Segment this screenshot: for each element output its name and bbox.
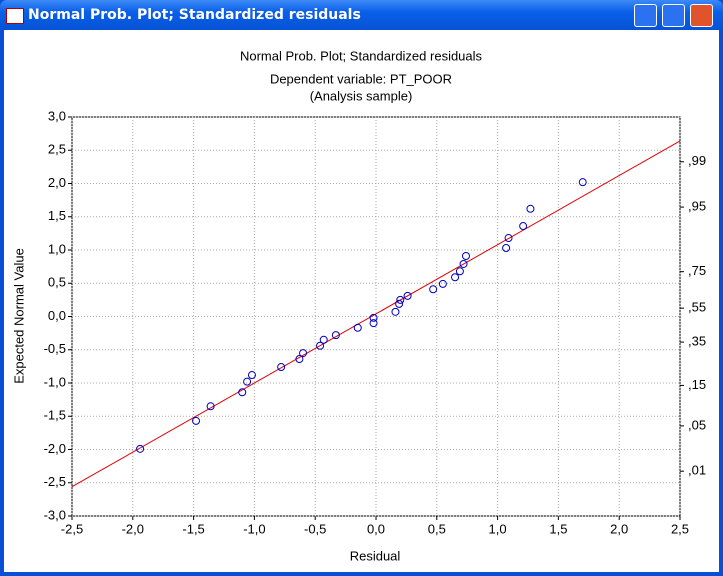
y-tick-label: 2,0 <box>48 175 66 190</box>
fit-line <box>71 140 681 488</box>
data-point <box>578 178 587 187</box>
chart: Normal Prob. Plot; Standardized residual… <box>11 48 706 563</box>
data-point <box>353 323 362 332</box>
data-point <box>206 402 215 411</box>
y2-tick-label: ,99 <box>688 153 706 168</box>
y2-tick-label: ,55 <box>688 300 706 315</box>
x-tick-label: -1,0 <box>243 521 265 536</box>
data-point <box>526 204 535 213</box>
title-bar: Normal Prob. Plot; Standardized residual… <box>0 0 723 30</box>
data-point <box>316 341 325 350</box>
data-point <box>295 355 304 364</box>
data-point <box>461 251 470 260</box>
chart-subtitle: Dependent variable: PT_POOR <box>270 71 452 86</box>
data-point <box>451 273 460 282</box>
x-tick-label: -2,5 <box>61 521 83 536</box>
x-tick-label: 0,0 <box>367 521 385 536</box>
maximize-button[interactable] <box>662 4 685 27</box>
window-icon <box>6 8 24 24</box>
data-point <box>429 285 438 294</box>
window-title: Normal Prob. Plot; Standardized residual… <box>28 7 361 23</box>
data-point <box>238 388 247 397</box>
y2-tick-label: ,01 <box>688 463 706 478</box>
data-point <box>319 335 328 344</box>
chart-subtitle: (Analysis sample) <box>310 88 413 103</box>
x-tick-label: 2,0 <box>610 521 628 536</box>
y-tick-label: -2,5 <box>44 474 66 489</box>
data-point <box>438 279 447 288</box>
y-tick-label: -1,0 <box>44 374 66 389</box>
data-point <box>396 295 405 304</box>
x-tick-label: 0,5 <box>428 521 446 536</box>
y-tick-label: 3,0 <box>48 108 66 123</box>
data-point <box>455 267 464 276</box>
data-point <box>299 349 308 358</box>
y-tick-label: 0,5 <box>48 275 66 290</box>
data-point <box>502 244 511 253</box>
x-tick-label: -2,0 <box>122 521 144 536</box>
x-tick-label: 2,5 <box>671 521 689 536</box>
data-point <box>519 222 528 231</box>
x-tick-label: -1,5 <box>182 521 204 536</box>
data-point <box>243 377 252 386</box>
data-point <box>192 416 201 425</box>
y-tick-label: -0,5 <box>44 341 66 356</box>
x-axis-label: Residual <box>350 548 401 563</box>
y2-tick-label: ,05 <box>688 417 706 432</box>
data-point <box>247 371 256 380</box>
y-tick-label: 1,5 <box>48 208 66 223</box>
x-tick-label: 1,0 <box>489 521 507 536</box>
data-point <box>136 444 145 453</box>
close-button[interactable] <box>690 4 713 27</box>
y-tick-label: 2,5 <box>48 142 66 157</box>
data-point <box>459 259 468 268</box>
y-tick-label: -3,0 <box>44 507 66 522</box>
y-axis-label: Expected Normal Value <box>11 248 26 384</box>
data-point <box>277 363 286 372</box>
y2-tick-label: ,95 <box>688 199 706 214</box>
y-tick-label: 0,0 <box>48 308 66 323</box>
data-point <box>369 313 378 322</box>
minimize-button[interactable] <box>634 4 657 27</box>
data-point <box>395 299 404 308</box>
y2-tick-label: ,15 <box>688 377 706 392</box>
y2-tick-label: ,75 <box>688 263 706 278</box>
chart-title: Normal Prob. Plot; Standardized residual… <box>240 48 483 63</box>
x-tick-label: -0,5 <box>304 521 326 536</box>
data-point <box>403 291 412 300</box>
data-point <box>504 234 513 243</box>
data-point <box>331 331 340 340</box>
y-tick-label: 1,0 <box>48 241 66 256</box>
y2-tick-label: ,35 <box>688 334 706 349</box>
data-point <box>369 319 378 328</box>
y-tick-label: -1,5 <box>44 408 66 423</box>
data-point <box>391 307 400 316</box>
client-area: Normal Prob. Plot; Standardized residual… <box>4 30 719 572</box>
x-tick-label: 1,5 <box>549 521 567 536</box>
y-tick-label: -2,0 <box>44 441 66 456</box>
